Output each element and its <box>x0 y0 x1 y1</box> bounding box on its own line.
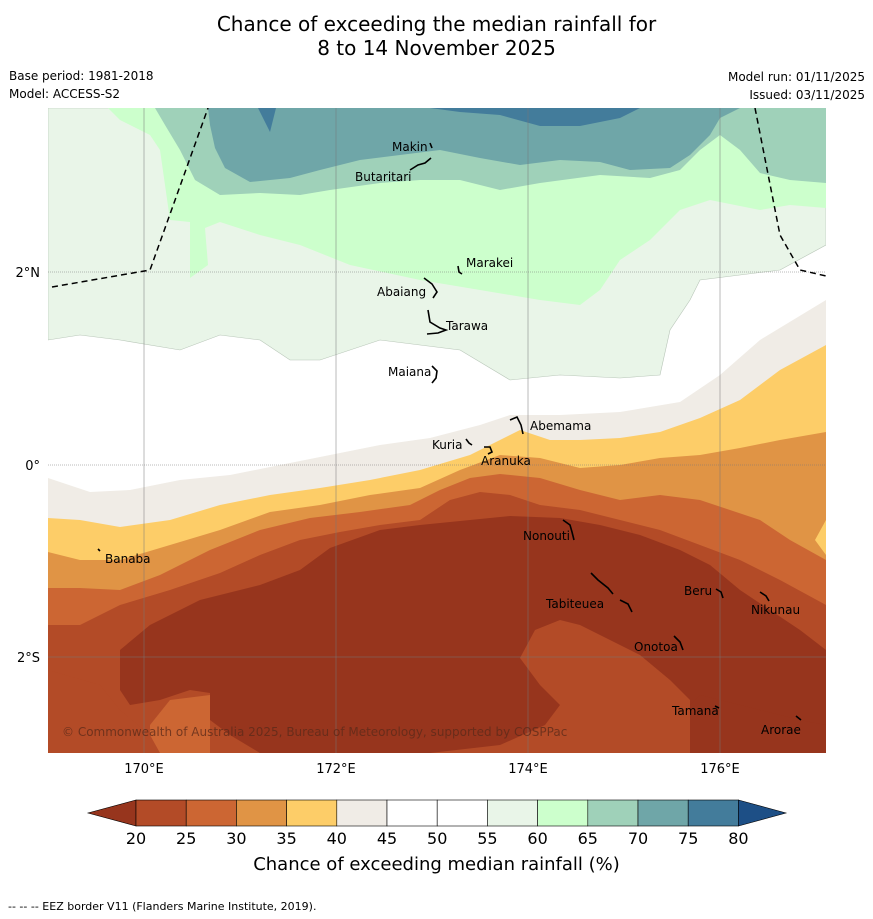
lat-label-0: 0° <box>25 459 40 474</box>
lat-label-2n: 2°N <box>16 266 41 281</box>
issued-date: Issued: 03/11/2025 <box>749 88 865 102</box>
label-abemama: Abemama <box>530 419 591 433</box>
label-banaba: Banaba <box>105 552 151 566</box>
colorbar-segment-50-55 <box>436 799 488 827</box>
label-arorae: Arorae <box>761 723 801 737</box>
colorbar-segment-45-50 <box>386 799 438 827</box>
lat-label-2s: 2°S <box>17 651 40 666</box>
colorbar-segment-35-40 <box>286 799 338 827</box>
colorbar-segment-60-65 <box>537 799 589 827</box>
colorbar-tick-75: 75 <box>678 829 698 848</box>
colorbar-tick-45: 45 <box>377 829 397 848</box>
colorbar-tick-20: 20 <box>126 829 146 848</box>
base-period: Base period: 1981-2018 <box>9 69 154 83</box>
colorbar-tick-65: 65 <box>578 829 598 848</box>
copyright-watermark: © Commonwealth of Australia 2025, Bureau… <box>62 725 567 739</box>
colorbar-segment-20-25 <box>135 799 187 827</box>
title-line-1: Chance of exceeding the median rainfall … <box>216 12 657 36</box>
label-nikunau: Nikunau <box>751 603 800 617</box>
colorbar-segment-40-45 <box>336 799 388 827</box>
label-tarawa: Tarawa <box>445 319 488 333</box>
model-run: Model run: 01/11/2025 <box>727 70 865 84</box>
lon-label-170e: 170°E <box>124 762 164 777</box>
label-butaritari: Butaritari <box>355 170 412 184</box>
label-aranuka: Aranuka <box>481 454 531 468</box>
map-gridlines <box>48 108 826 753</box>
colorbar-segment-70-75 <box>637 799 689 827</box>
island-labels: Makin Butaritari Marakei Abaiang Tarawa … <box>105 140 801 737</box>
lon-label-174e: 174°E <box>508 762 548 777</box>
colorbar-tick-55: 55 <box>477 829 497 848</box>
model-name: Model: ACCESS-S2 <box>9 87 121 101</box>
label-nonouti: Nonouti <box>523 529 570 543</box>
label-makin: Makin <box>392 140 428 154</box>
colorbar-segment-65-70 <box>587 799 639 827</box>
colorbar-title: Chance of exceeding median rainfall (%) <box>253 854 620 875</box>
colorbar-segment-55-60 <box>487 799 538 827</box>
axis-labels: 2°N 0° 2°S 170°E 172°E 174°E 176°E <box>16 266 740 777</box>
label-tabiteuea: Tabiteuea <box>545 597 604 611</box>
label-onotoa: Onotoa <box>634 640 678 654</box>
title-line-2: 8 to 14 November 2025 <box>317 36 556 60</box>
label-maiana: Maiana <box>388 365 431 379</box>
label-beru: Beru <box>684 584 712 598</box>
colorbar-tick-80: 80 <box>728 829 748 848</box>
lon-label-172e: 172°E <box>316 762 356 777</box>
colorbar-tick-50: 50 <box>427 829 447 848</box>
colorbar-extend-high <box>738 799 788 827</box>
colorbar-tick-60: 60 <box>527 829 547 848</box>
colorbar-extend-low <box>86 799 137 827</box>
colorbar-tick-40: 40 <box>327 829 347 848</box>
colorbar-tick-70: 70 <box>628 829 648 848</box>
label-abaiang: Abaiang <box>377 285 426 299</box>
colorbar-tick-30: 30 <box>226 829 246 848</box>
map-title: Chance of exceeding the median rainfall … <box>0 12 873 60</box>
eez-border <box>51 108 826 288</box>
label-kuria: Kuria <box>432 438 463 452</box>
colorbar: 20 25 30 35 40 45 50 55 60 65 70 75 80 <box>86 799 788 848</box>
eez-footnote: -- -- -- EEZ border V11 (Flanders Marine… <box>8 900 317 913</box>
colorbar-segment-30-35 <box>236 799 287 827</box>
colorbar-tick-35: 35 <box>276 829 296 848</box>
label-tamana: Tamana <box>671 704 719 718</box>
lon-label-176e: 176°E <box>700 762 740 777</box>
island-outlines <box>97 142 802 721</box>
probability-field: Makin Butaritari Marakei Abaiang Tarawa … <box>48 108 826 753</box>
colorbar-segment-75-80 <box>687 799 739 827</box>
colorbar-tick-25: 25 <box>176 829 196 848</box>
colorbar-segment-25-30 <box>185 799 237 827</box>
label-marakei: Marakei <box>466 256 513 270</box>
